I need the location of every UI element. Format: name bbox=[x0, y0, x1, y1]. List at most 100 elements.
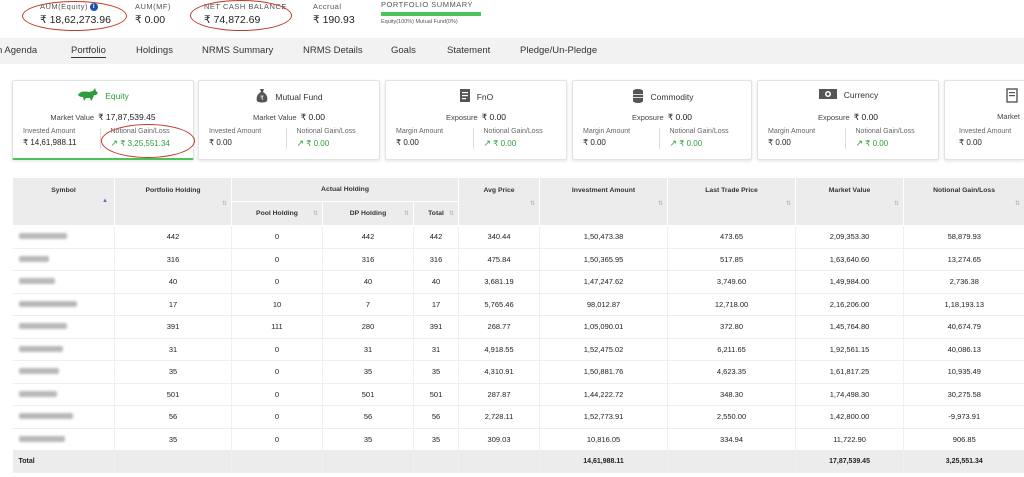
portfolio-summary-legend: Equity(100%) Mutual Fund(0%) bbox=[381, 19, 458, 25]
table-cell: 1,63,640.60 bbox=[795, 248, 904, 271]
tab-agenda[interactable]: n Agenda bbox=[0, 45, 38, 56]
table-cell: 348.30 bbox=[667, 383, 796, 406]
table-row[interactable]: 501 0 501 501 287.87 1,44,222.72 348.30 1,74,49… bbox=[12, 383, 1024, 406]
table-cell: 11,722.90 bbox=[795, 428, 904, 451]
sort-icon[interactable]: ⇅ bbox=[658, 201, 664, 207]
sort-icon[interactable]: ⇅ bbox=[530, 201, 536, 207]
table-row[interactable]: 316 0 316 316 475.84 1,50,365.95 517.85 1,63,64… bbox=[12, 248, 1024, 271]
redacted-symbol bbox=[18, 345, 63, 352]
tab-holdings[interactable]: Holdings bbox=[136, 45, 173, 56]
commodity-card[interactable]: Commodity Exposure ₹ 0.00 Margin Amount … bbox=[572, 80, 752, 160]
partial-card[interactable]: Market Invested Amount ₹ 0.00 bbox=[944, 80, 1024, 160]
table-cell: 31 bbox=[322, 338, 414, 361]
total-notional: 3,25,551.34 bbox=[903, 450, 1024, 473]
tab-goals[interactable]: Goals bbox=[391, 45, 416, 56]
fno-card[interactable]: FnO Exposure ₹ 0.00 Margin Amount ₹ 0.00… bbox=[385, 80, 567, 160]
currency-card[interactable]: Currency Exposure ₹ 0.00 Margin Amount ₹… bbox=[757, 80, 939, 160]
document-icon bbox=[459, 88, 471, 105]
equity-share-bar bbox=[381, 12, 481, 16]
col-pool-holding[interactable]: Pool Holding ⇅ bbox=[231, 201, 323, 226]
sort-icon[interactable]: ⇅ bbox=[786, 201, 792, 207]
table-cell: 2,728.11 bbox=[458, 405, 540, 429]
redacted-symbol bbox=[18, 278, 55, 285]
table-row[interactable]: 31 0 31 31 4,918.55 1,52,475.02 6,211.65 1,92,5… bbox=[12, 338, 1024, 361]
table-cell: 287.87 bbox=[458, 383, 540, 406]
col-dp-holding[interactable]: DP Holding ⇅ bbox=[322, 201, 414, 226]
table-cell: 1,50,365.95 bbox=[539, 248, 668, 271]
table-body: 442 0 442 442 340.44 1,50,473.38 473.65 2,09,35… bbox=[12, 225, 1024, 451]
sort-icon[interactable]: ⇅ bbox=[449, 211, 455, 217]
mutual-fund-card[interactable]: ₹ Mutual Fund Market Value ₹ 0.00 Invest… bbox=[198, 80, 380, 160]
table-cell: 316 bbox=[114, 248, 232, 271]
table-cell: 35 bbox=[412, 428, 459, 451]
table-row[interactable]: 17 10 7 17 5,765.46 98,012.87 12,718.00 2,16,20… bbox=[12, 293, 1024, 316]
table-row[interactable]: 35 0 35 35 4,310.91 1,50,881.76 4,623.35 1,61,8… bbox=[12, 360, 1024, 384]
table-cell: 10,935.49 bbox=[903, 360, 1024, 384]
col-market-value[interactable]: Market Value ⇅ bbox=[795, 177, 905, 226]
table-cell: 0 bbox=[231, 428, 323, 451]
total-label: Total bbox=[12, 450, 115, 473]
sort-icon[interactable]: ⇅ bbox=[1015, 201, 1021, 207]
table-cell: 40,086.13 bbox=[903, 338, 1024, 361]
sort-icon[interactable]: ⇅ bbox=[403, 211, 409, 217]
market-value-label: Market bbox=[997, 112, 1020, 121]
table-row[interactable]: 35 0 35 35 309.03 10,816.05 334.94 11,722.90 906… bbox=[12, 428, 1024, 451]
table-cell: 40 bbox=[114, 270, 232, 294]
table-row[interactable]: 442 0 442 442 340.44 1,50,473.38 473.65 2,09,35… bbox=[12, 225, 1024, 249]
symbol-cell bbox=[12, 428, 115, 451]
sort-icon[interactable]: ⇅ bbox=[894, 201, 900, 207]
table-row[interactable]: 56 0 56 56 2,728.11 1,52,773.91 2,550.00 1,42,8… bbox=[12, 405, 1024, 429]
table-cell: 501 bbox=[114, 383, 232, 406]
col-symbol[interactable]: Symbol ▲ bbox=[12, 177, 115, 226]
col-investment-amount[interactable]: Investment Amount ⇅ bbox=[539, 177, 669, 226]
trend-up-icon: ↗ bbox=[855, 138, 864, 148]
invested-amount-value: ₹ 0.00 bbox=[959, 138, 982, 147]
col-total[interactable]: Total ⇅ bbox=[412, 201, 460, 226]
equity-card[interactable]: Equity Market Value ₹ 17,87,539.45 Inves… bbox=[12, 80, 195, 160]
sort-icon[interactable]: ⇅ bbox=[221, 201, 227, 207]
tab-portfolio[interactable]: Portfolio bbox=[71, 45, 106, 58]
tab-pledge-unpledge[interactable]: Pledge/Un-Pledge bbox=[520, 45, 598, 56]
total-investment: 14,61,988.11 bbox=[539, 450, 668, 473]
table-cell: 1,50,881.76 bbox=[539, 360, 668, 384]
table-cell: 13,274.65 bbox=[903, 248, 1024, 271]
table-cell: 35 bbox=[412, 360, 459, 384]
tab-nrms-summary[interactable]: NRMS Summary bbox=[202, 45, 274, 56]
exposure-label: Exposure bbox=[817, 113, 850, 122]
redacted-symbol bbox=[18, 255, 49, 262]
table-cell: 0 bbox=[231, 360, 323, 384]
market-value: ₹ 17,87,539.45 bbox=[98, 112, 156, 122]
aum-mf-value: ₹ 0.00 bbox=[135, 14, 166, 26]
table-cell: 56 bbox=[322, 405, 414, 429]
sort-icon[interactable]: ⇅ bbox=[312, 211, 318, 217]
market-value: ₹ 0.00 bbox=[300, 112, 326, 122]
margin-amount-value: ₹ 0.00 bbox=[396, 138, 419, 147]
table-row[interactable]: 40 0 40 40 3,681.19 1,47,247.62 3,749.60 1,49,9… bbox=[12, 270, 1024, 294]
table-cell: 391 bbox=[412, 315, 459, 339]
symbol-cell bbox=[12, 360, 115, 384]
margin-amount-label: Margin Amount bbox=[583, 128, 631, 135]
tab-nrms-details[interactable]: NRMS Details bbox=[303, 45, 363, 56]
symbol-cell bbox=[12, 293, 115, 316]
table-cell: 10,816.05 bbox=[539, 428, 668, 451]
document-icon bbox=[1006, 88, 1018, 105]
tab-statement[interactable]: Statement bbox=[447, 45, 491, 56]
table-cell: 1,52,773.91 bbox=[539, 405, 668, 429]
col-last-trade-price[interactable]: Last Trade Price ⇅ bbox=[667, 177, 797, 226]
table-cell: 475.84 bbox=[458, 248, 540, 271]
table-cell: 35 bbox=[114, 428, 232, 451]
annotation-circle bbox=[101, 124, 195, 158]
exposure-label: Exposure bbox=[631, 113, 664, 122]
exposure-label: Exposure bbox=[445, 113, 478, 122]
col-avg-price[interactable]: Avg Price ⇅ bbox=[458, 177, 541, 226]
col-portfolio-holding[interactable]: Portfolio Holding ⇅ bbox=[114, 177, 232, 226]
table-cell: 17 bbox=[412, 293, 459, 316]
sort-asc-icon[interactable]: ▲ bbox=[102, 198, 108, 204]
table-row[interactable]: 391 111 280 391 268.77 1,05,090.01 372.80 1,45,… bbox=[12, 315, 1024, 339]
notional-gain-value: ₹ 0.00 bbox=[865, 139, 889, 148]
col-notional-gain-loss[interactable]: Notional Gain/Loss ⇅ bbox=[903, 177, 1024, 226]
table-cell: 340.44 bbox=[458, 225, 540, 249]
table-cell: 5,765.46 bbox=[458, 293, 540, 316]
commodity-card-title: Commodity bbox=[650, 91, 694, 102]
redacted-symbol bbox=[18, 390, 57, 397]
